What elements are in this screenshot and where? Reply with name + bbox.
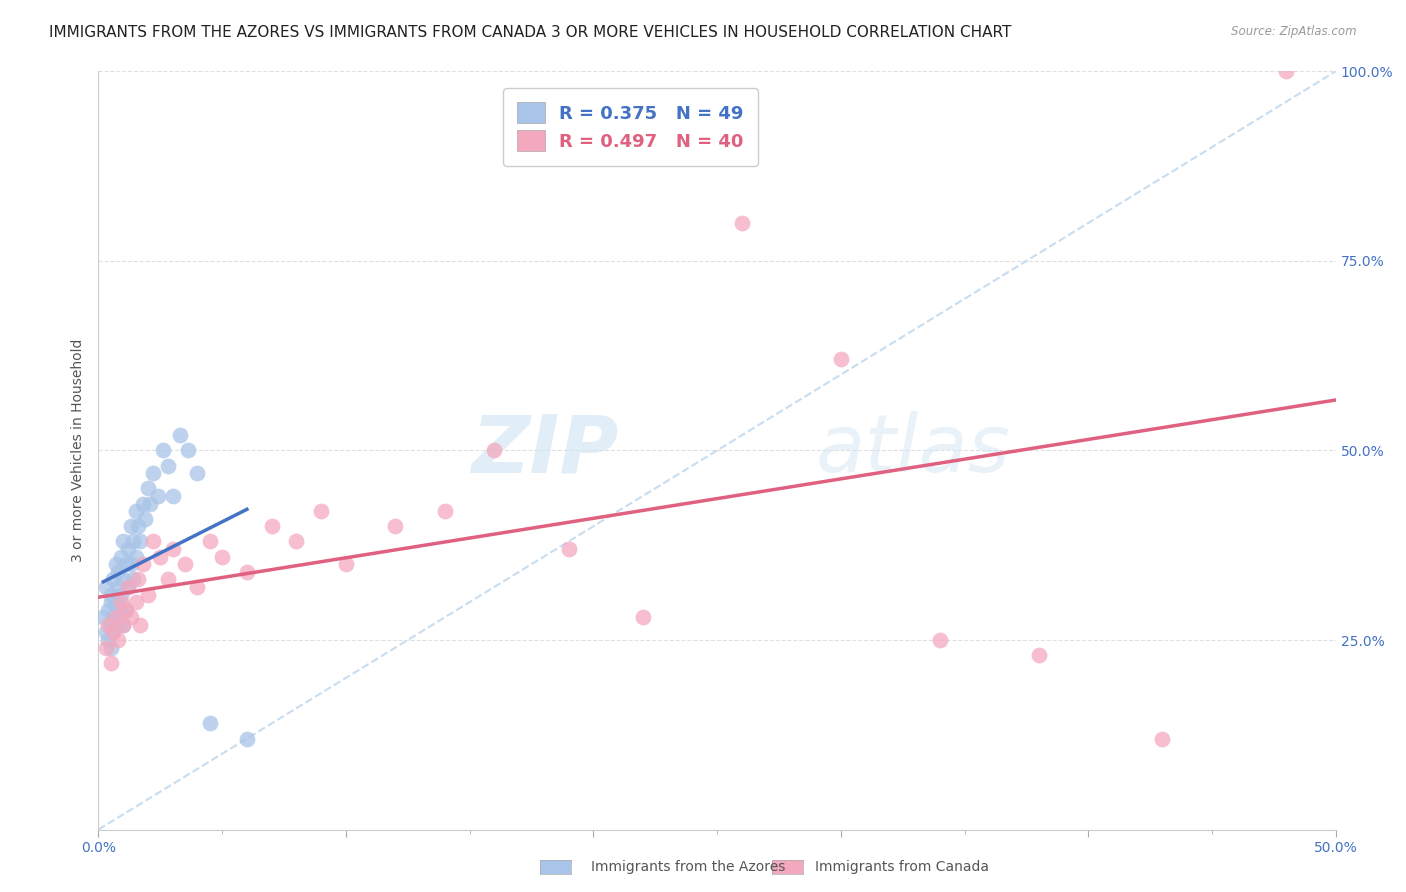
- Point: [107, 580, 129, 594]
- Point: [186, 467, 208, 481]
- Point: [100, 588, 122, 602]
- Point: [104, 617, 127, 632]
- Point: [103, 625, 125, 640]
- Point: [1275, 64, 1298, 78]
- Point: [731, 216, 754, 230]
- Point: [384, 519, 406, 533]
- Point: [103, 573, 125, 587]
- Point: [94, 640, 117, 655]
- Point: [236, 565, 259, 579]
- Point: [107, 603, 129, 617]
- Point: [117, 542, 139, 557]
- Point: [100, 656, 122, 670]
- Point: [211, 549, 233, 564]
- Point: [139, 496, 162, 510]
- Point: [124, 549, 146, 564]
- Point: [122, 534, 145, 549]
- Legend: R = 0.375   N = 49, R = 0.497   N = 40: R = 0.375 N = 49, R = 0.497 N = 40: [503, 88, 758, 166]
- Point: [97, 633, 120, 648]
- Text: IMMIGRANTS FROM THE AZORES VS IMMIGRANTS FROM CANADA 3 OR MORE VEHICLES IN HOUSE: IMMIGRANTS FROM THE AZORES VS IMMIGRANTS…: [49, 25, 1011, 40]
- Text: ZIP: ZIP: [471, 411, 619, 490]
- Point: [484, 443, 506, 458]
- Point: [174, 557, 197, 572]
- Point: [104, 610, 127, 624]
- Point: [198, 534, 221, 549]
- Point: [142, 467, 165, 481]
- Point: [107, 633, 129, 648]
- Point: [1028, 648, 1050, 662]
- Point: [335, 557, 357, 572]
- Point: [107, 565, 129, 579]
- Point: [110, 595, 132, 609]
- Point: [100, 617, 122, 632]
- Point: [129, 534, 152, 549]
- Point: [110, 549, 132, 564]
- Point: [260, 519, 283, 533]
- Point: [236, 731, 259, 746]
- Point: [100, 640, 122, 655]
- Point: [114, 557, 136, 572]
- Point: [136, 482, 159, 496]
- Point: [132, 496, 155, 510]
- Point: [127, 573, 149, 587]
- Point: [97, 617, 120, 632]
- Point: [136, 588, 159, 602]
- Point: [114, 603, 136, 617]
- Point: [100, 595, 122, 609]
- Point: [120, 519, 142, 533]
- Point: [557, 542, 579, 557]
- Text: Source: ZipAtlas.com: Source: ZipAtlas.com: [1232, 25, 1357, 38]
- Point: [103, 625, 125, 640]
- Point: [129, 617, 152, 632]
- Point: [120, 557, 142, 572]
- Point: [162, 489, 184, 503]
- Point: [146, 489, 169, 503]
- Point: [117, 580, 139, 594]
- Point: [127, 519, 149, 533]
- Point: [186, 580, 208, 594]
- Point: [198, 716, 221, 731]
- Point: [124, 504, 146, 518]
- Text: atlas: atlas: [815, 411, 1011, 490]
- Point: [103, 610, 125, 624]
- Point: [162, 542, 184, 557]
- Point: [285, 534, 308, 549]
- Point: [830, 352, 852, 367]
- Point: [112, 534, 135, 549]
- Point: [112, 617, 135, 632]
- Point: [152, 443, 174, 458]
- Point: [132, 557, 155, 572]
- Y-axis label: 3 or more Vehicles in Household: 3 or more Vehicles in Household: [70, 339, 84, 562]
- Point: [122, 573, 145, 587]
- Point: [104, 557, 127, 572]
- Point: [104, 595, 127, 609]
- Point: [149, 549, 172, 564]
- Point: [631, 610, 654, 624]
- Text: Immigrants from the Azores: Immigrants from the Azores: [591, 860, 785, 874]
- Point: [117, 580, 139, 594]
- Point: [93, 610, 115, 624]
- Point: [134, 512, 156, 526]
- Point: [156, 458, 179, 473]
- Point: [120, 610, 142, 624]
- Point: [176, 443, 198, 458]
- Point: [156, 573, 179, 587]
- Text: Immigrants from Canada: Immigrants from Canada: [815, 860, 990, 874]
- Point: [124, 595, 146, 609]
- Point: [112, 573, 135, 587]
- Point: [112, 617, 135, 632]
- Point: [110, 588, 132, 602]
- Point: [94, 580, 117, 594]
- Point: [114, 603, 136, 617]
- Point: [97, 603, 120, 617]
- Point: [309, 504, 332, 518]
- Point: [928, 633, 950, 648]
- Point: [433, 504, 456, 518]
- Point: [94, 625, 117, 640]
- Point: [1152, 731, 1174, 746]
- Point: [169, 428, 191, 442]
- Point: [142, 534, 165, 549]
